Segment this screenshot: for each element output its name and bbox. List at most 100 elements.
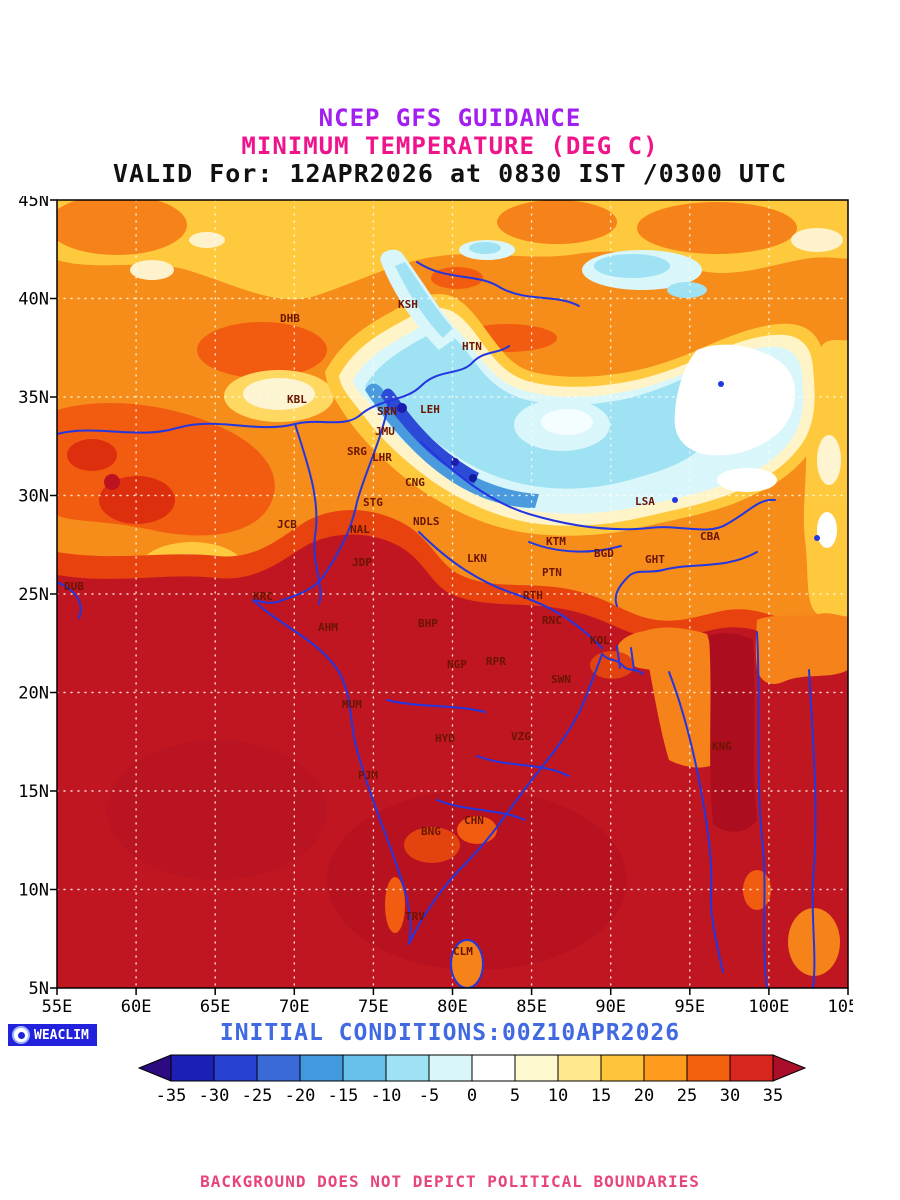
colorbar-left-arrow — [137, 1054, 172, 1082]
station-label: TRV — [405, 910, 425, 923]
station-label: LEH — [420, 403, 440, 416]
lon-tick-label: 100E — [748, 997, 789, 1017]
colorbar-right-arrow — [772, 1054, 807, 1082]
colorbar-tick-label: 10 — [548, 1086, 568, 1106]
colorbar-tick-label: 35 — [763, 1086, 783, 1106]
colorbar-tick-label: -35 — [156, 1086, 187, 1106]
station-label: BNG — [421, 825, 441, 838]
station-label: CHN — [464, 814, 484, 827]
station-label: DUB — [64, 580, 84, 593]
colorbar-segment — [514, 1054, 559, 1082]
station-label: RTH — [523, 589, 543, 602]
station-label: CBA — [700, 530, 720, 543]
colorbar-tick-label: 30 — [720, 1086, 740, 1106]
station-label: KNG — [712, 740, 732, 753]
station-label: NAL — [350, 523, 370, 536]
station-label: SRN — [377, 405, 397, 418]
colorbar-tick-label: 20 — [634, 1086, 654, 1106]
colorbar: -35 -30 -25 -20 -15 -10 -5 0 5 10 15 20 25 30 35 — [137, 1054, 807, 1106]
title-variable: MINIMUM TEMPERATURE (DEG C) — [241, 132, 659, 160]
colorbar-segment — [686, 1054, 731, 1082]
lat-tick-label: 20N — [18, 684, 49, 704]
colorbar-tick-label: 5 — [510, 1086, 520, 1106]
footer-row: WEACLIM INITIAL CONDITIONS:00Z10APR2026 — [0, 1020, 900, 1050]
station-label: NGP — [447, 658, 467, 671]
colorbar-segment — [385, 1054, 430, 1082]
lat-tick-label: 35N — [18, 388, 49, 408]
lon-tick-label: 55E — [42, 997, 73, 1017]
lat-tick-label: 25N — [18, 585, 49, 605]
title-block: NCEP GFS GUIDANCE MINIMUM TEMPERATURE (D… — [0, 0, 900, 188]
station-label: LKN — [467, 552, 487, 565]
title-valid-time: VALID For: 12APR2026 at 0830 IST /0300 U… — [112, 159, 788, 188]
title-model: NCEP GFS GUIDANCE — [318, 104, 582, 132]
lon-tick-label: 85E — [516, 997, 547, 1017]
lon-tick-label: 70E — [279, 997, 310, 1017]
lat-tick-label: 5N — [29, 979, 49, 999]
station-label: CLM — [453, 945, 473, 958]
station-label: KTM — [546, 535, 566, 548]
weaclim-logo-text: WEACLIM — [34, 1027, 89, 1043]
station-label: DHB — [280, 312, 300, 325]
lon-tick-label: 65E — [200, 997, 231, 1017]
colorbar-segment — [471, 1054, 516, 1082]
station-label: JDP — [352, 556, 372, 569]
colorbar-segment — [643, 1054, 688, 1082]
colorbar-segment — [342, 1054, 387, 1082]
temperature-field — [57, 200, 848, 988]
station-label: MUM — [342, 698, 362, 711]
lat-tick-label: 40N — [18, 290, 49, 310]
station-label: PJM — [358, 769, 378, 782]
colorbar-tick-label: -25 — [242, 1086, 273, 1106]
station-labels: DHB KSH HTN KBL SRN LEH JMU SRG LHR CNG STG NDLS JCB… — [64, 298, 732, 958]
station-label: VZG — [511, 730, 531, 743]
coastlines-borders — [57, 261, 820, 988]
station-label: CNG — [405, 476, 425, 489]
station-label: NDLS — [413, 515, 440, 528]
colorbar-segment — [170, 1054, 215, 1082]
station-label: SWN — [551, 673, 571, 686]
lon-tick-label: 95E — [674, 997, 705, 1017]
colorbar-segment — [557, 1054, 602, 1082]
station-label: HTN — [462, 340, 482, 353]
station-label: LHR — [372, 451, 392, 464]
colorbar-segment — [729, 1054, 774, 1082]
lon-tick-label: 75E — [358, 997, 389, 1017]
colorbar-tick-label: 0 — [467, 1086, 477, 1106]
lat-tick-label: 10N — [18, 881, 49, 901]
colorbar-segment — [600, 1054, 645, 1082]
temperature-map: DHB KSH HTN KBL SRN LEH JMU SRG LHR CNG STG NDLS JCB… — [18, 191, 868, 1017]
station-label: LSA — [635, 495, 655, 508]
station-label: JCB — [277, 518, 297, 531]
lon-tick-label: 60E — [121, 997, 152, 1017]
colorbar-segment — [299, 1054, 344, 1082]
colorbar-segment — [428, 1054, 473, 1082]
station-label: KBL — [287, 393, 307, 406]
grid-lines — [57, 200, 848, 988]
lon-tick-label: 80E — [437, 997, 468, 1017]
station-label: GHT — [645, 553, 665, 566]
weaclim-badge: WEACLIM — [8, 1024, 97, 1046]
map-container: DHB KSH HTN KBL SRN LEH JMU SRG LHR CNG STG NDLS JCB… — [5, 191, 900, 1024]
lat-tick-label: 15N — [18, 782, 49, 802]
weaclim-logo-icon — [12, 1026, 30, 1044]
station-label: KOL — [590, 634, 610, 647]
lat-tick-label: 45N — [18, 196, 49, 211]
lon-tick-label: 105E — [828, 997, 853, 1017]
station-label: KSH — [398, 298, 418, 311]
colorbar-segment — [213, 1054, 258, 1082]
station-label: PTN — [542, 566, 562, 579]
station-label: AHM — [318, 621, 338, 634]
colorbar-tick-label: 15 — [591, 1086, 611, 1106]
station-label: JMU — [375, 425, 395, 438]
colorbar-tick-label: -30 — [199, 1086, 230, 1106]
colorbar-tick-label: -10 — [371, 1086, 402, 1106]
station-label: BHP — [418, 617, 438, 630]
station-label: KRC — [253, 590, 273, 603]
station-label: RNC — [542, 614, 562, 627]
station-label: BGD — [594, 547, 614, 560]
colorbar-segment — [256, 1054, 301, 1082]
colorbar-tick-label: -15 — [328, 1086, 359, 1106]
initial-conditions-text: INITIAL CONDITIONS:00Z10APR2026 — [219, 1020, 681, 1046]
